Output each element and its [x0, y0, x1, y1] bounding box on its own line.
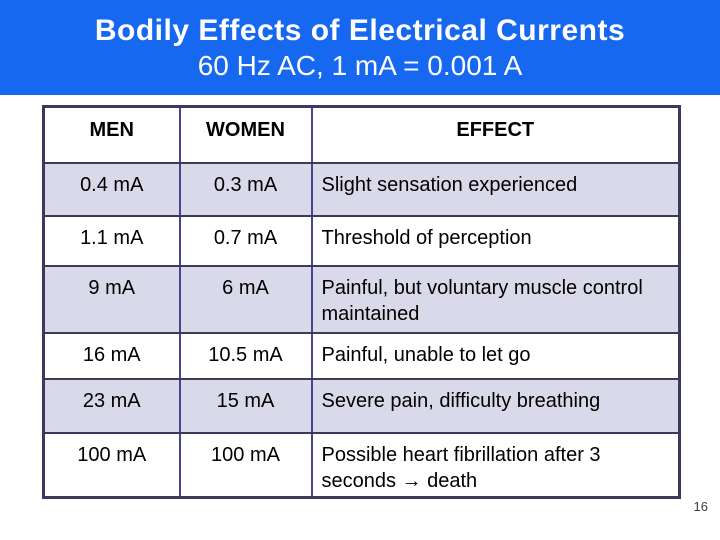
table-row: 9 mA 6 mA Painful, but voluntary muscle …: [42, 264, 681, 334]
cell-women: 10.5 mA: [178, 331, 313, 380]
cell-effect: Severe pain, difficulty breathing: [310, 377, 681, 434]
cell-effect: Possible heart fibrillation after 3 seco…: [310, 431, 681, 499]
column-header-women: WOMEN: [178, 105, 313, 164]
table-row: 16 mA 10.5 mA Painful, unable to let go: [42, 331, 681, 380]
table-row: 1.1 mA 0.7 mA Threshold of perception: [42, 214, 681, 267]
table-row: 100 mA 100 mA Possible heart fibrillatio…: [42, 431, 681, 499]
page-number: 16: [693, 499, 708, 514]
cell-women: 0.7 mA: [178, 214, 313, 267]
title-banner: Bodily Effects of Electrical Currents 60…: [0, 0, 720, 95]
effects-table: MEN WOMEN EFFECT 0.4 mA 0.3 mA Slight se…: [42, 105, 681, 499]
cell-women: 100 mA: [178, 431, 313, 499]
table-row: 23 mA 15 mA Severe pain, difficulty brea…: [42, 377, 681, 434]
column-header-men: MEN: [42, 105, 181, 164]
cell-women: 6 mA: [178, 264, 313, 334]
cell-men: 1.1 mA: [42, 214, 181, 267]
cell-women: 0.3 mA: [178, 161, 313, 217]
table-row: 0.4 mA 0.3 mA Slight sensation experienc…: [42, 161, 681, 217]
cell-effect: Painful, but voluntary muscle control ma…: [310, 264, 681, 334]
cell-men: 9 mA: [42, 264, 181, 334]
cell-effect: Threshold of perception: [310, 214, 681, 267]
cell-women: 15 mA: [178, 377, 313, 434]
cell-men: 100 mA: [42, 431, 181, 499]
slide-title: Bodily Effects of Electrical Currents: [94, 13, 626, 47]
column-header-effect: EFFECT: [310, 105, 681, 164]
cell-effect: Painful, unable to let go: [310, 331, 681, 380]
effects-table-container: MEN WOMEN EFFECT 0.4 mA 0.3 mA Slight se…: [42, 105, 681, 499]
cell-men: 0.4 mA: [42, 161, 181, 217]
slide-subtitle: 60 Hz AC, 1 mA = 0.001 A: [197, 50, 523, 82]
cell-effect: Slight sensation experienced: [310, 161, 681, 217]
cell-men: 23 mA: [42, 377, 181, 434]
cell-men: 16 mA: [42, 331, 181, 380]
table-header-row: MEN WOMEN EFFECT: [42, 105, 681, 164]
